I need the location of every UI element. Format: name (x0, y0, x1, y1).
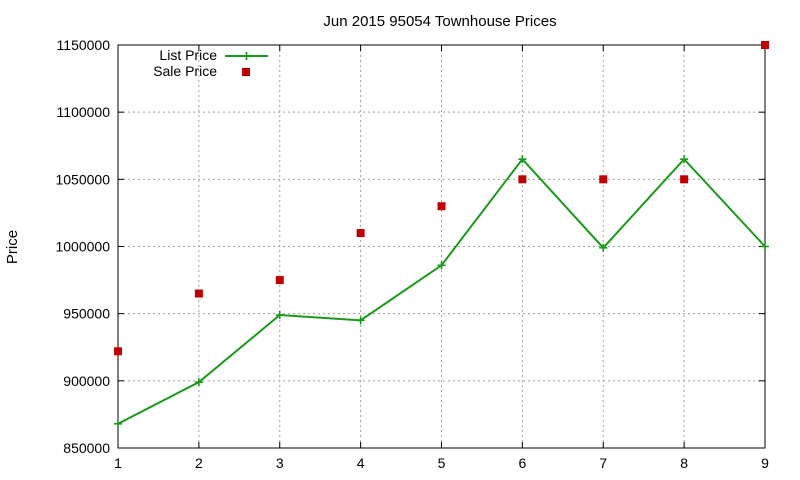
x-tick-label: 8 (680, 455, 688, 471)
y-tick-label: 1050000 (55, 171, 110, 187)
y-axis-title: Price (4, 230, 21, 264)
list-price-point (356, 316, 365, 325)
x-tick-label: 1 (114, 455, 122, 471)
legend-label-list-price: List Price (159, 47, 217, 63)
list-price-point (437, 261, 446, 270)
sale-price-point (356, 229, 365, 238)
list-price-point (114, 419, 122, 428)
sale-price-point (114, 347, 122, 356)
y-tick-label: 950000 (63, 306, 110, 322)
legend-label-sale-price: Sale Price (153, 63, 217, 79)
sale-price-point (194, 289, 203, 298)
list-price-point (680, 155, 689, 164)
y-tick-label: 1000000 (55, 239, 110, 255)
y-tick-label: 900000 (63, 373, 110, 389)
list-price-point (275, 311, 284, 320)
legend: List Price Sale Price (153, 47, 268, 79)
sale-price-point (599, 175, 608, 184)
list-price-point (194, 378, 203, 387)
list-price-point (518, 155, 527, 164)
sale-price-point (518, 175, 527, 184)
x-tick-label: 5 (438, 455, 446, 471)
sale-price-point (761, 41, 769, 49)
x-tick-label: 7 (599, 455, 607, 471)
legend-marker-list-price (242, 52, 251, 60)
y-tick-label: 1150000 (57, 37, 111, 53)
x-tick-label: 3 (276, 455, 284, 471)
x-tick-label: 9 (761, 455, 769, 471)
list-price-point (599, 243, 608, 252)
sale-price-point (437, 202, 446, 211)
y-tick-label: 850000 (63, 440, 110, 456)
grid (118, 45, 765, 448)
x-tick-label: 2 (195, 455, 203, 471)
series (114, 41, 769, 428)
x-tick-label: 4 (357, 455, 365, 471)
sale-price-point (680, 175, 689, 184)
chart-title: Jun 2015 95054 Townhouse Prices (323, 13, 556, 30)
legend-marker-sale-price (242, 68, 250, 76)
y-tick-label: 1100000 (57, 104, 111, 120)
axis-ticks: 850000 900000 950000 1000000 1050000 1100000 1… (55, 37, 769, 471)
list-price-point (761, 242, 769, 251)
sale-price-point (275, 276, 284, 285)
x-tick-label: 6 (518, 455, 526, 471)
